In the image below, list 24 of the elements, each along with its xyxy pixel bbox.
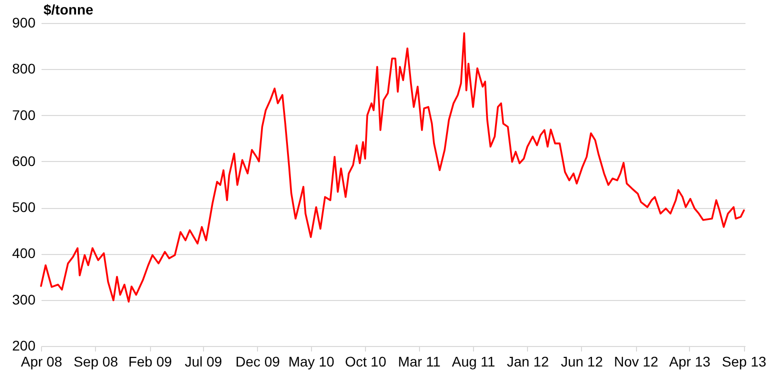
x-tick-label: Sep 13 <box>722 354 766 370</box>
x-tick-label: Apr 08 <box>20 354 62 370</box>
line-series <box>40 32 745 303</box>
y-tick-label: 200 <box>12 338 36 354</box>
x-tick-label: Aug 11 <box>452 354 496 370</box>
x-tick-label: Jun 12 <box>560 354 604 370</box>
x-tick-label: May 10 <box>288 354 334 370</box>
y-tick-label: 700 <box>12 106 36 123</box>
x-tick-label: Oct 10 <box>345 354 386 370</box>
y-tick-label: 600 <box>12 152 36 169</box>
x-tick-label: Sep 08 <box>74 354 118 370</box>
x-tick-label: Mar 11 <box>398 354 441 370</box>
x-tick-label: Nov 12 <box>614 354 659 370</box>
y-axis-title: $/tonne <box>44 2 94 18</box>
y-tick-label: 500 <box>12 199 36 216</box>
x-tick-label: Feb 09 <box>128 354 172 370</box>
y-tick-label: 800 <box>12 60 36 77</box>
x-tick-label: Dec 09 <box>236 354 280 370</box>
x-tick-label: Apr 13 <box>669 354 711 370</box>
x-tick-label: Jan 12 <box>506 354 550 370</box>
y-tick-label: 400 <box>12 245 36 262</box>
x-tick-label: Jul 09 <box>184 354 222 370</box>
y-tick-label: 900 <box>12 14 36 30</box>
y-tick-label: 300 <box>12 291 36 308</box>
